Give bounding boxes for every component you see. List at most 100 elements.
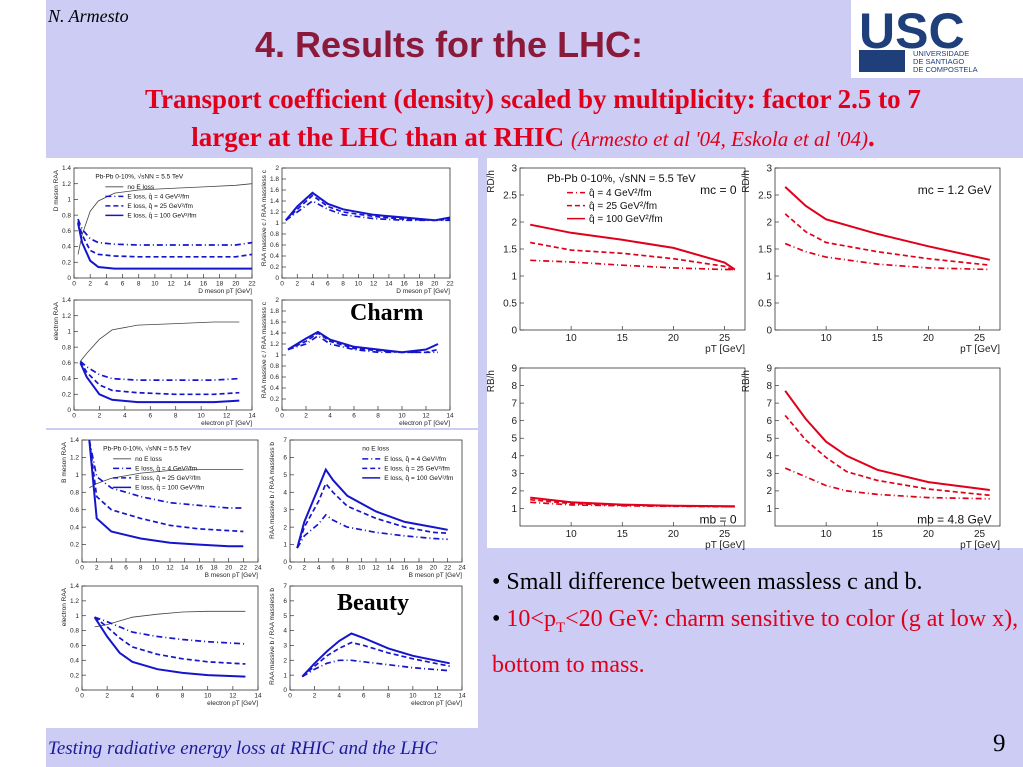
x-tick-label: 12 — [370, 281, 378, 288]
y-axis-label: RAA massive b / RAA massless b — [269, 442, 276, 539]
x-axis-label: pT [GeV] — [705, 540, 745, 551]
x-tick-label: 4 — [110, 565, 114, 572]
y-tick-label: 3 — [283, 507, 287, 514]
x-tick-label: 4 — [130, 693, 134, 700]
x-tick-label: 8 — [376, 413, 380, 420]
x-axis-label: D meson pT [GeV] — [396, 288, 450, 295]
series-line — [530, 241, 736, 272]
y-axis-label: electron RAA — [61, 587, 68, 626]
y-axis-label: RAA massive c / RAA massless c — [261, 169, 268, 266]
series-line — [88, 439, 244, 509]
y-tick-label: 9 — [766, 363, 772, 374]
subtitle-end: . — [868, 122, 875, 152]
plot-area — [774, 367, 1001, 527]
legend-entry: E loss, q̂ = 25 GeV²/fm — [127, 203, 193, 210]
usc-logo-graphic: USC UNIVERSIDADE DE SANTIAGO DE COMPOSTE… — [854, 3, 1020, 75]
y-tick-label: 1.2 — [62, 181, 71, 188]
charm-label: Charm — [350, 300, 424, 326]
legend-entry: E loss, q̂ = 25 GeV²/fm — [384, 466, 450, 473]
x-tick-label: 10 — [204, 693, 212, 700]
x-tick-label: 25 — [719, 529, 731, 540]
series-line — [88, 439, 244, 548]
y-tick-label: 8 — [766, 381, 772, 392]
logo-big-text: USC — [859, 3, 965, 59]
y-tick-label: 0.4 — [270, 385, 279, 392]
y-axis-label: electron RAA — [53, 301, 60, 340]
bullet-2-sub: T — [555, 619, 566, 636]
y-tick-label: 5 — [511, 434, 517, 445]
x-tick-label: 12 — [223, 413, 231, 420]
page-number: 9 — [993, 730, 1006, 757]
legend-title: Pb-Pb 0-10%, √sNN = 5.5 TeV — [103, 445, 191, 453]
y-axis-label: RD/h — [486, 170, 497, 193]
x-tick-label: 14 — [181, 565, 189, 572]
x-tick-label: 0 — [280, 281, 284, 288]
x-tick-label: 15 — [872, 333, 884, 344]
y-tick-label: 0.8 — [62, 344, 71, 351]
series-line — [77, 221, 253, 258]
x-tick-label: 0 — [288, 565, 292, 572]
y-tick-label: 0 — [275, 275, 279, 282]
x-axis-label: B meson pT [GeV] — [205, 572, 259, 579]
x-tick-label: 12 — [166, 565, 174, 572]
x-tick-label: 0 — [288, 693, 292, 700]
x-tick-label: 24 — [458, 565, 466, 572]
legend-entry: E loss, q̂ = 100 GeV²/fm — [135, 485, 204, 492]
x-tick-label: 0 — [80, 693, 84, 700]
series-line — [94, 610, 246, 628]
x-tick-label: 10 — [821, 529, 833, 540]
x-tick-label: 12 — [229, 693, 237, 700]
x-tick-label: 2 — [313, 693, 317, 700]
bullet-2-text-b: <20 GeV: charm sensitive to color (g at … — [492, 606, 1019, 678]
mass-annotation: mb = 4.8 GeV — [917, 512, 991, 526]
logo-line-2: DE SANTIAGO — [913, 57, 964, 66]
x-tick-label: 8 — [386, 693, 390, 700]
series-line — [296, 513, 448, 549]
series-line — [285, 191, 451, 222]
y-tick-label: 1 — [75, 472, 79, 479]
series-line — [784, 390, 990, 491]
y-tick-label: 1 — [275, 220, 279, 227]
x-tick-label: 14 — [387, 565, 395, 572]
x-axis-label: pT [GeV] — [960, 344, 1000, 355]
x-tick-label: 20 — [431, 281, 439, 288]
mass-annotation: mb = 0 — [699, 512, 736, 526]
legend-entry: q̂ = 25 GeV²/fm — [589, 200, 657, 212]
x-tick-label: 2 — [303, 565, 307, 572]
legend-entry: E loss, q̂ = 4 GeV²/fm — [135, 466, 197, 473]
y-tick-label: 1.2 — [70, 598, 79, 605]
y-tick-label: 3 — [511, 163, 517, 174]
x-tick-label: 6 — [148, 413, 152, 420]
x-tick-label: 24 — [254, 565, 262, 572]
y-tick-label: 1.2 — [270, 341, 279, 348]
legend-entry: E loss, q̂ = 100 GeV²/fm — [384, 475, 453, 482]
x-tick-label: 20 — [668, 333, 680, 344]
y-tick-label: 0.6 — [270, 374, 279, 381]
y-tick-label: 0 — [283, 687, 287, 694]
y-tick-label: 7 — [283, 437, 287, 444]
y-tick-label: 1.4 — [70, 437, 79, 444]
x-tick-label: 8 — [137, 281, 141, 288]
x-tick-label: 8 — [346, 565, 350, 572]
x-tick-label: 15 — [617, 333, 629, 344]
series-line — [77, 183, 253, 255]
footer-text: Testing radiative energy loss at RHIC an… — [48, 738, 438, 759]
plot-area — [519, 167, 746, 331]
y-tick-label: 1 — [75, 613, 79, 620]
x-tick-label: 4 — [311, 281, 315, 288]
x-tick-label: 4 — [337, 693, 341, 700]
y-tick-label: 0.8 — [270, 231, 279, 238]
y-tick-label: 2 — [275, 297, 279, 304]
y-tick-label: 1.2 — [70, 455, 79, 462]
y-tick-label: 0.2 — [270, 264, 279, 271]
x-tick-label: 6 — [156, 693, 160, 700]
subtitle-line-2: larger at the LHC than at RHIC — [191, 122, 565, 152]
y-tick-label: 0 — [67, 275, 71, 282]
y-tick-label: 2 — [766, 217, 772, 228]
y-tick-label: 3 — [511, 469, 517, 480]
legend-entry: E loss, q̂ = 4 GeV²/fm — [384, 456, 446, 463]
x-tick-label: 12 — [167, 281, 175, 288]
y-tick-label: 0.6 — [62, 360, 71, 367]
series-line — [784, 467, 990, 500]
series-line — [80, 321, 240, 362]
